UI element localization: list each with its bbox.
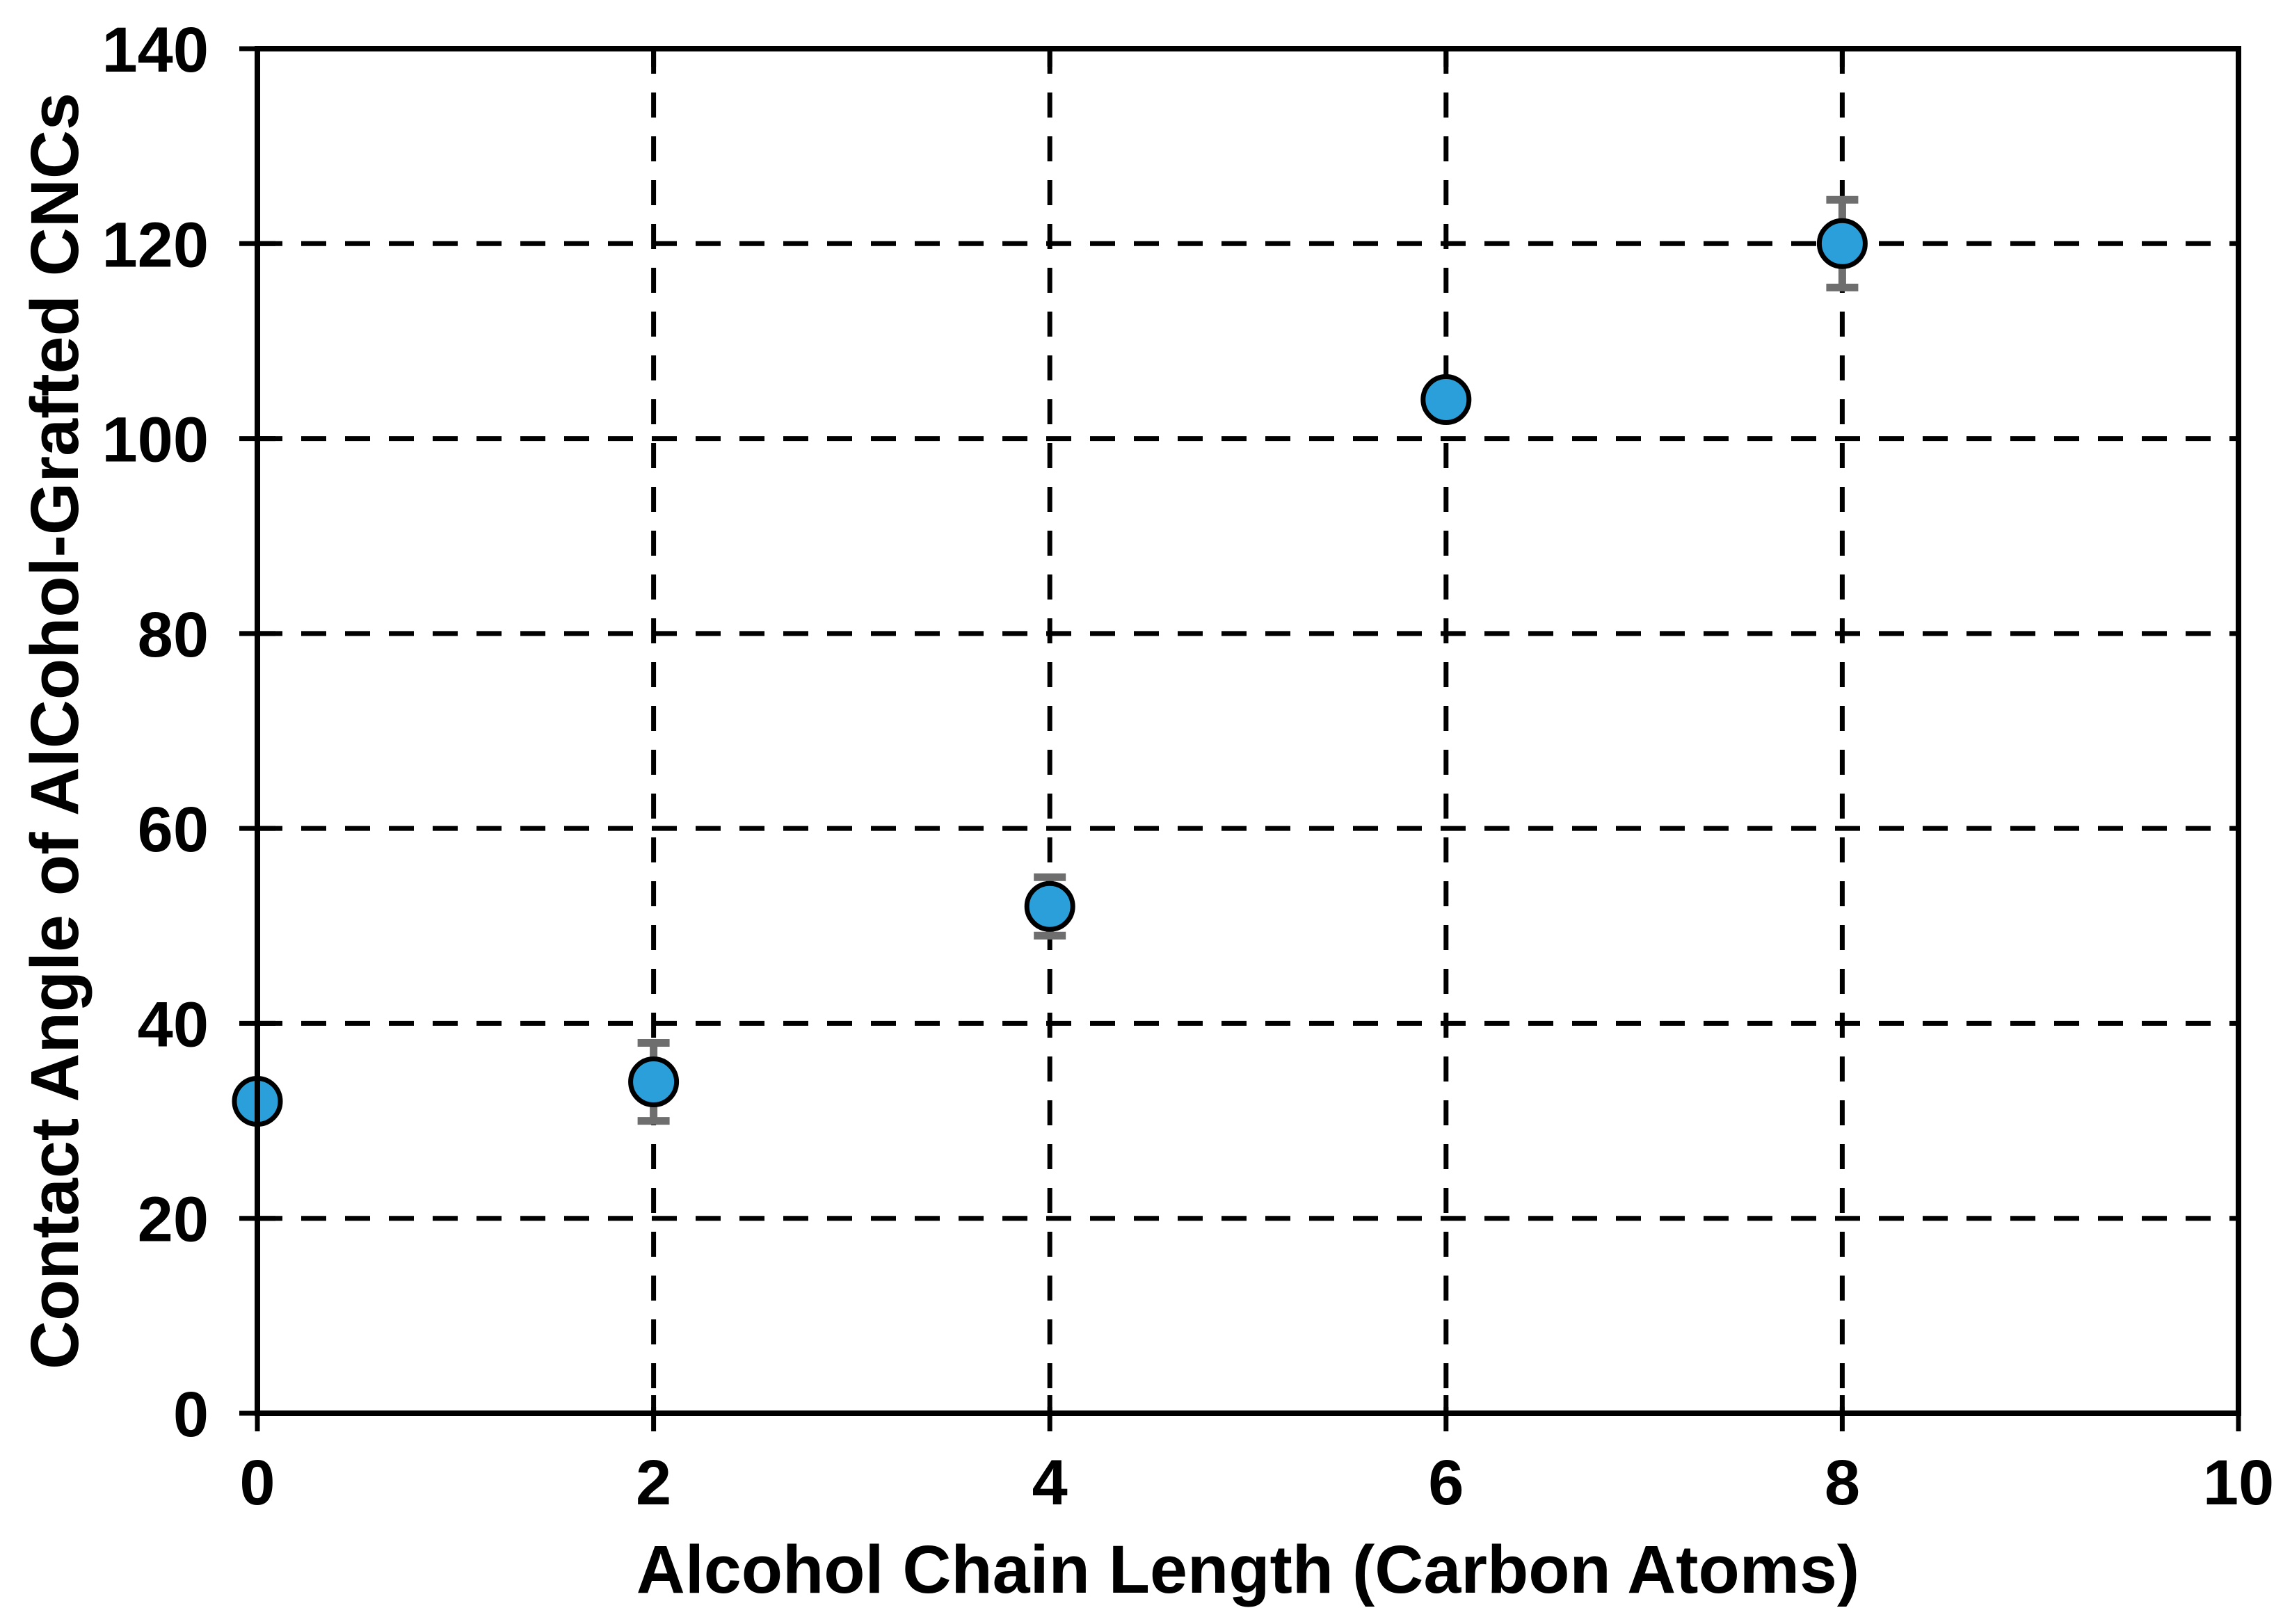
x-tick-label: 4 <box>1032 1447 1068 1518</box>
x-tick-label: 2 <box>636 1447 671 1518</box>
data-point <box>1024 881 1075 932</box>
data-point <box>1420 374 1472 426</box>
y-tick-label: 140 <box>102 15 209 86</box>
x-tick-label: 10 <box>2203 1447 2274 1518</box>
data-point <box>1816 218 1868 269</box>
y-tick-label: 20 <box>138 1184 209 1255</box>
y-tick-label: 100 <box>102 405 209 476</box>
x-tick-label: 8 <box>1825 1447 1860 1518</box>
plot-border <box>255 46 2241 1416</box>
x-tick-label: 6 <box>1428 1447 1464 1518</box>
y-tick-label: 80 <box>138 600 209 670</box>
y-tick-label: 120 <box>102 209 209 280</box>
data-point <box>628 1056 680 1108</box>
error-bars <box>637 195 1859 1125</box>
gridlines <box>257 49 2238 1413</box>
y-tick-label: 60 <box>138 794 209 865</box>
y-tick-label: 0 <box>173 1379 209 1450</box>
y-tick-label: 40 <box>138 989 209 1060</box>
x-tick-label: 0 <box>239 1447 275 1518</box>
x-axis-title: Alcohol Chain Length (Carbon Atoms) <box>636 1531 1859 1607</box>
axis-ticks <box>239 46 2241 1431</box>
axes <box>255 46 2241 1416</box>
y-axis-title: Contact Angle of AlCohol-Grafted CNCs <box>17 93 93 1369</box>
tick-labels: 0 20 40 60 80 100 120 140 0 2 4 6 8 10 <box>102 15 2275 1518</box>
